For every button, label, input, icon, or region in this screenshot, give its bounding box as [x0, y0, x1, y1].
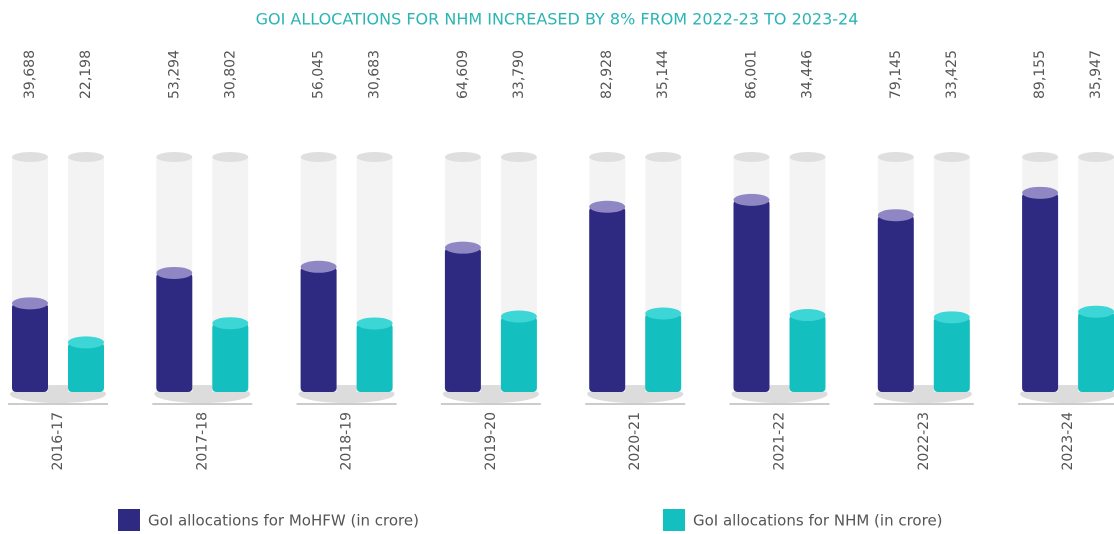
legend-label: GoI allocations for NHM (in crore)	[693, 512, 943, 530]
legend-swatch	[663, 509, 685, 531]
chart-title: GOI ALLOCATIONS FOR NHM INCREASED BY 8% …	[256, 10, 859, 29]
track-cap	[589, 152, 626, 162]
bar	[1078, 311, 1114, 392]
legend-swatch	[118, 509, 140, 531]
bar-cap	[212, 317, 249, 330]
value-label: 33,425	[944, 50, 960, 99]
bar	[356, 323, 393, 392]
bar-cap	[500, 310, 537, 323]
bar-cap	[589, 200, 626, 213]
track-cap	[356, 152, 393, 162]
bar	[877, 215, 914, 392]
value-label: 56,045	[311, 50, 327, 99]
value-label: 39,688	[22, 50, 38, 99]
bar-cap	[645, 307, 682, 320]
track-cap	[212, 152, 249, 162]
value-label: 79,145	[888, 50, 904, 99]
track-cap	[1078, 152, 1114, 162]
value-label: 34,446	[800, 50, 816, 99]
value-label: 30,802	[222, 50, 238, 99]
bar	[156, 272, 193, 392]
value-label: 86,001	[744, 50, 760, 99]
x-tick-label: 2022-23	[916, 412, 932, 471]
track-cap	[12, 152, 48, 162]
track-cap	[877, 152, 914, 162]
bar	[444, 247, 481, 392]
x-tick-label: 2021-22	[772, 412, 788, 471]
x-tick-label: 2018-19	[339, 412, 355, 471]
x-tick-label: 2016-17	[50, 412, 66, 471]
track-cap	[500, 152, 537, 162]
bar-cap	[300, 260, 337, 273]
track-cap	[300, 152, 337, 162]
track-cap	[789, 152, 826, 162]
track-cap	[645, 152, 682, 162]
bar	[212, 323, 249, 392]
bar-cap	[877, 209, 914, 222]
value-label: 35,947	[1088, 50, 1104, 99]
value-label: 82,928	[599, 50, 615, 99]
value-label: 53,294	[166, 50, 182, 99]
track-cap	[733, 152, 770, 162]
bar	[589, 206, 626, 392]
x-tick-label: 2017-18	[194, 412, 210, 471]
bar-cap	[933, 311, 970, 324]
value-label: 35,144	[655, 50, 671, 99]
bar-cap	[789, 309, 826, 322]
bar-cap	[1022, 186, 1059, 199]
track-cap	[444, 152, 481, 162]
bar-cap	[68, 336, 104, 349]
bar	[645, 313, 682, 392]
bar-cap	[733, 193, 770, 206]
bar-cap	[444, 241, 481, 254]
x-tick-label: 2020-21	[627, 412, 643, 471]
value-label: 64,609	[455, 50, 471, 99]
value-label: 30,683	[367, 50, 383, 99]
bar	[500, 316, 537, 392]
bar-cap	[156, 266, 193, 279]
bar	[1022, 192, 1059, 392]
value-label: 33,790	[511, 50, 527, 99]
track-cap	[156, 152, 193, 162]
x-tick-label: 2019-20	[483, 412, 499, 471]
bar	[933, 317, 970, 392]
bar	[733, 199, 770, 392]
track-cap	[1022, 152, 1059, 162]
bar	[300, 266, 337, 392]
track-cap	[933, 152, 970, 162]
bar-cap	[12, 297, 48, 310]
track-cap	[68, 152, 104, 162]
bar	[789, 315, 826, 392]
bar	[68, 342, 104, 392]
bar-cap	[356, 317, 393, 330]
bar	[12, 303, 48, 392]
value-label: 89,155	[1032, 50, 1048, 99]
bar-cap	[1078, 305, 1114, 318]
x-tick-label: 2023-24	[1060, 412, 1076, 471]
legend-label: GoI allocations for MoHFW (in crore)	[148, 512, 419, 530]
value-label: 22,198	[78, 50, 94, 99]
